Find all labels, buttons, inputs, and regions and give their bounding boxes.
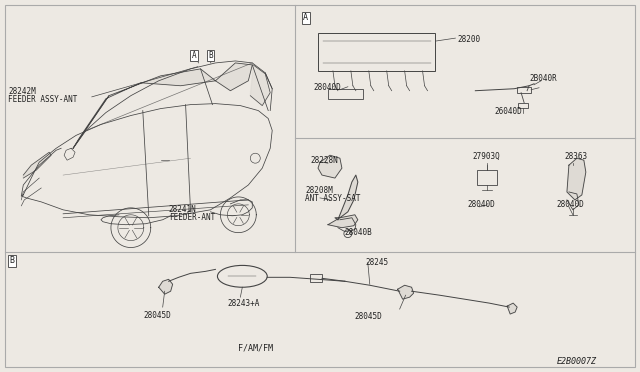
Text: 28228N: 28228N	[310, 156, 338, 165]
Text: F/AM/FM: F/AM/FM	[238, 344, 273, 353]
Polygon shape	[328, 215, 358, 228]
Text: 28243+A: 28243+A	[227, 299, 260, 308]
Text: 28045D: 28045D	[355, 312, 383, 321]
Text: 28242M: 28242M	[8, 87, 36, 96]
Text: B: B	[10, 256, 14, 266]
Text: A: A	[303, 13, 308, 22]
Text: 28045D: 28045D	[144, 311, 172, 320]
Text: 28040D: 28040D	[556, 200, 584, 209]
Bar	[328, 89, 363, 99]
Text: 28208M: 28208M	[305, 186, 333, 195]
Text: FEEDER-ANT: FEEDER-ANT	[169, 213, 215, 222]
Polygon shape	[397, 285, 413, 299]
Polygon shape	[23, 152, 51, 178]
Text: ANT ASSY-SAT: ANT ASSY-SAT	[305, 194, 360, 203]
Text: 28040B: 28040B	[345, 228, 372, 237]
Polygon shape	[73, 69, 216, 148]
Polygon shape	[507, 303, 517, 314]
Polygon shape	[216, 63, 252, 91]
Polygon shape	[335, 175, 358, 220]
Polygon shape	[318, 155, 342, 178]
Text: 28363: 28363	[565, 152, 588, 161]
Text: B: B	[209, 51, 213, 60]
Polygon shape	[159, 279, 173, 294]
Text: 26040D: 26040D	[494, 107, 522, 116]
Text: A: A	[191, 51, 196, 60]
Text: 28040D: 28040D	[313, 83, 340, 92]
Bar	[517, 87, 531, 93]
Bar	[518, 103, 528, 108]
Polygon shape	[250, 65, 270, 106]
Polygon shape	[567, 158, 586, 200]
Text: 27903Q: 27903Q	[472, 152, 500, 161]
Text: 2B040R: 2B040R	[529, 74, 557, 83]
Text: 28241N: 28241N	[169, 205, 196, 214]
Bar	[477, 170, 497, 185]
Text: 28040D: 28040D	[467, 200, 495, 209]
Text: 28200: 28200	[458, 35, 481, 44]
Bar	[318, 33, 435, 71]
Text: FEEDER ASSY-ANT: FEEDER ASSY-ANT	[8, 95, 77, 104]
Text: E2B0007Z: E2B0007Z	[557, 357, 597, 366]
Bar	[310, 274, 322, 282]
Text: 28245: 28245	[366, 259, 389, 267]
